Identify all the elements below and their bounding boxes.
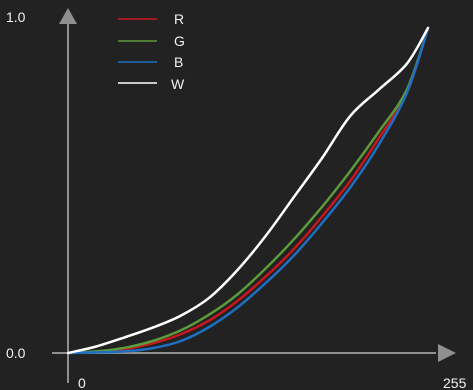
y-tick-bottom-label: 0.0 (6, 345, 26, 361)
series-line-w (66, 26, 430, 355)
legend-label-b: B (174, 54, 183, 70)
legend-label-g: G (174, 33, 185, 49)
legend: R G B W (118, 11, 185, 92)
series-line-g (66, 26, 430, 355)
y-tick-top-label: 1.0 (6, 9, 26, 25)
series-layer (66, 26, 430, 355)
y-axis-arrow (59, 8, 77, 24)
series-line-b (66, 26, 430, 355)
x-tick-end-label: 255 (443, 375, 467, 390)
series-line-r (66, 26, 430, 355)
legend-label-w: W (171, 76, 185, 92)
legend-label-r: R (174, 11, 184, 27)
x-tick-start-label: 0 (78, 375, 86, 390)
x-axis-arrow (438, 344, 456, 362)
